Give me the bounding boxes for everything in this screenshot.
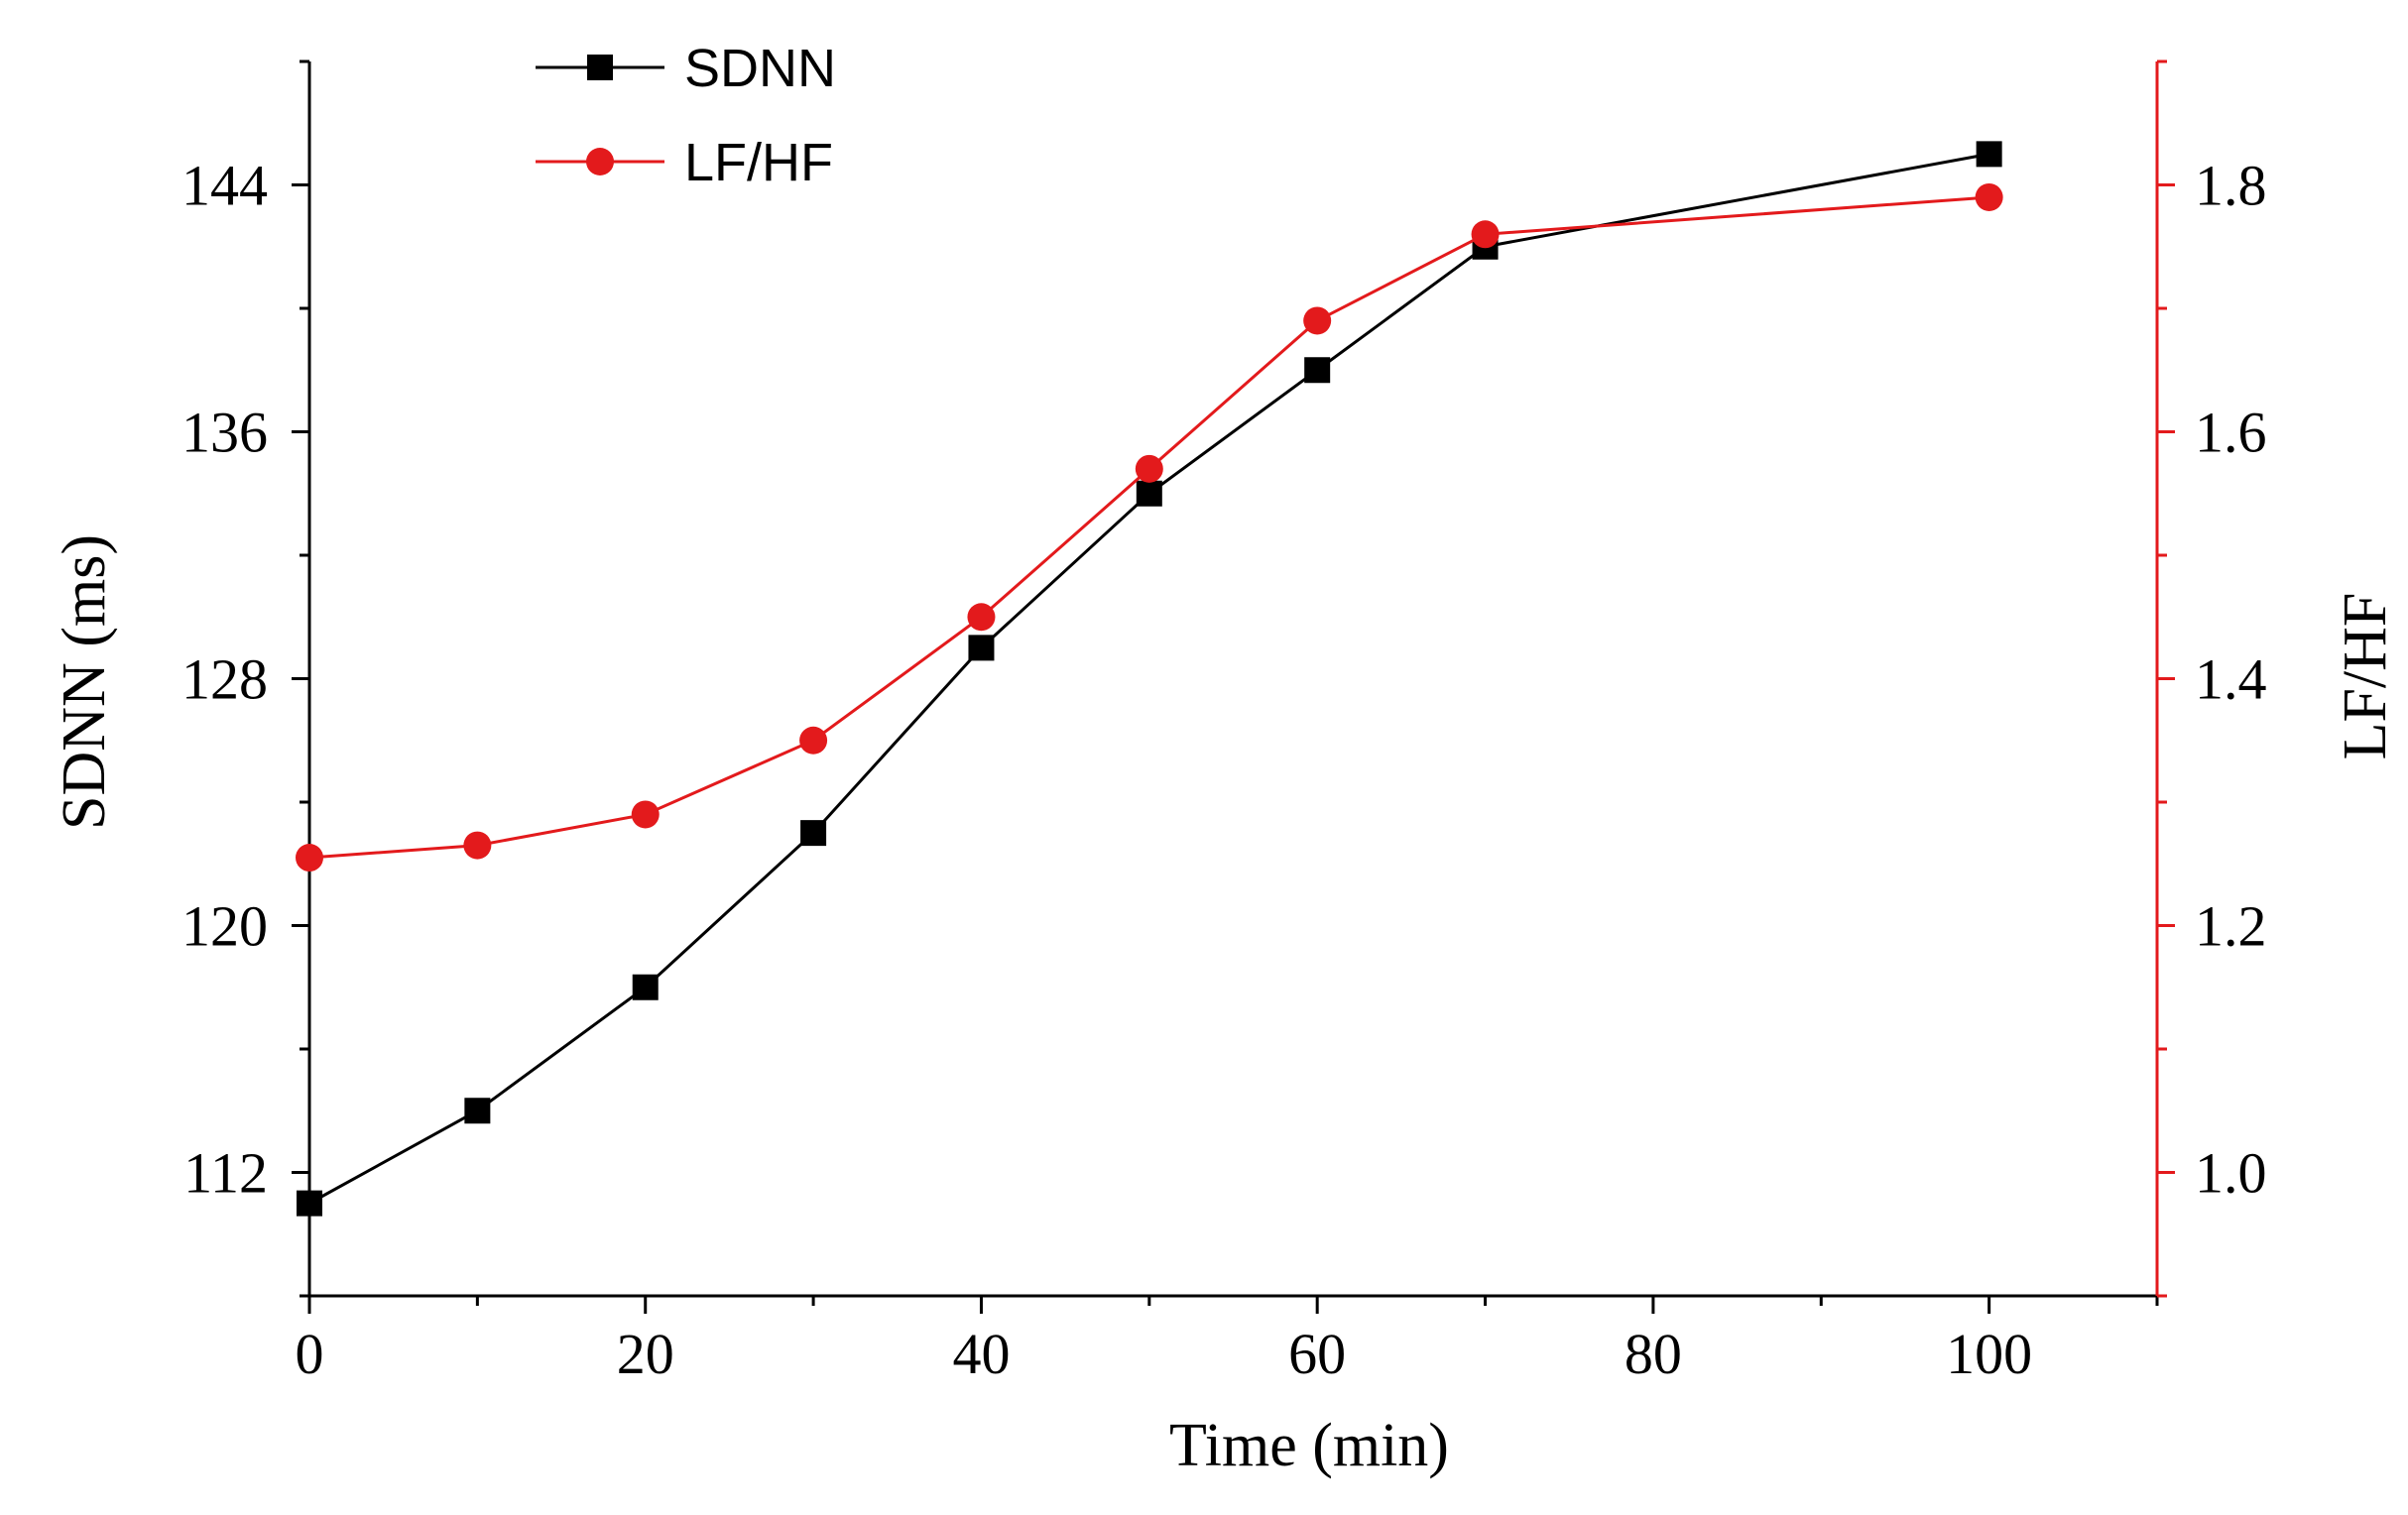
axes-layer: 0 20 40 60 80 100 112 120 128 136 144 1.0 1.2 1.4 1.6 1… [181,59,2267,1386]
right-tick-label: 1.0 [2195,1141,2267,1206]
left-tick-label: 128 [181,647,268,712]
lf-hf-data-point [1303,306,1332,335]
left-tick-label: 120 [181,894,268,959]
legend-lf-hf-label: LF/HF [684,133,833,192]
legend-sdnn-marker [587,55,613,80]
right-tick-label: 1.4 [2195,647,2267,712]
legend-sdnn-label: SDNN [684,39,836,98]
right-tick-label: 1.8 [2195,154,2267,218]
x-tick-label: 40 [952,1322,1010,1386]
left-tick-label: 144 [181,154,268,218]
legend: SDNN LF/HF [536,39,836,192]
sdnn-data-point [800,820,827,847]
legend-lf-hf-marker [586,148,614,175]
left-tick-label: 112 [183,1141,268,1206]
right-tick-label: 1.2 [2195,894,2267,959]
sdnn-data-point [464,1098,491,1124]
lf-hf-data-point [463,831,492,860]
sdnn-data-point [297,1190,322,1217]
sdnn-data-point [1136,480,1162,507]
sdnn-series-line [308,152,1989,1205]
right-tick-label: 1.6 [2195,401,2267,465]
lf-hf-data-point [631,800,660,829]
sdnn-data-point [1304,357,1331,384]
x-axis-label: Time (min) [1169,1412,1449,1479]
sdnn-data-point [632,974,659,1000]
lf-hf-data-point [799,726,828,755]
x-tick-label: 60 [1288,1322,1346,1386]
sdnn-data-point [968,635,995,661]
left-tick-label: 136 [181,401,268,465]
lf-hf-data-point [967,603,996,632]
x-tick-label: 20 [617,1322,674,1386]
x-tick-label: 0 [296,1322,324,1386]
x-tick-label: 80 [1625,1322,1682,1386]
lf-hf-series-line [308,195,1989,860]
lf-hf-data-point [1135,454,1163,483]
series-layer [296,141,2003,1217]
sdnn-data-point [1976,141,2002,168]
lf-hf-data-point [1471,220,1500,249]
right-axis-label: LF/HF [2332,593,2399,760]
x-tick-label: 100 [1946,1322,2032,1386]
lf-hf-data-point [1975,182,2003,211]
lf-hf-data-point [296,844,323,873]
left-axis-label: SDNN (ms) [51,534,118,830]
